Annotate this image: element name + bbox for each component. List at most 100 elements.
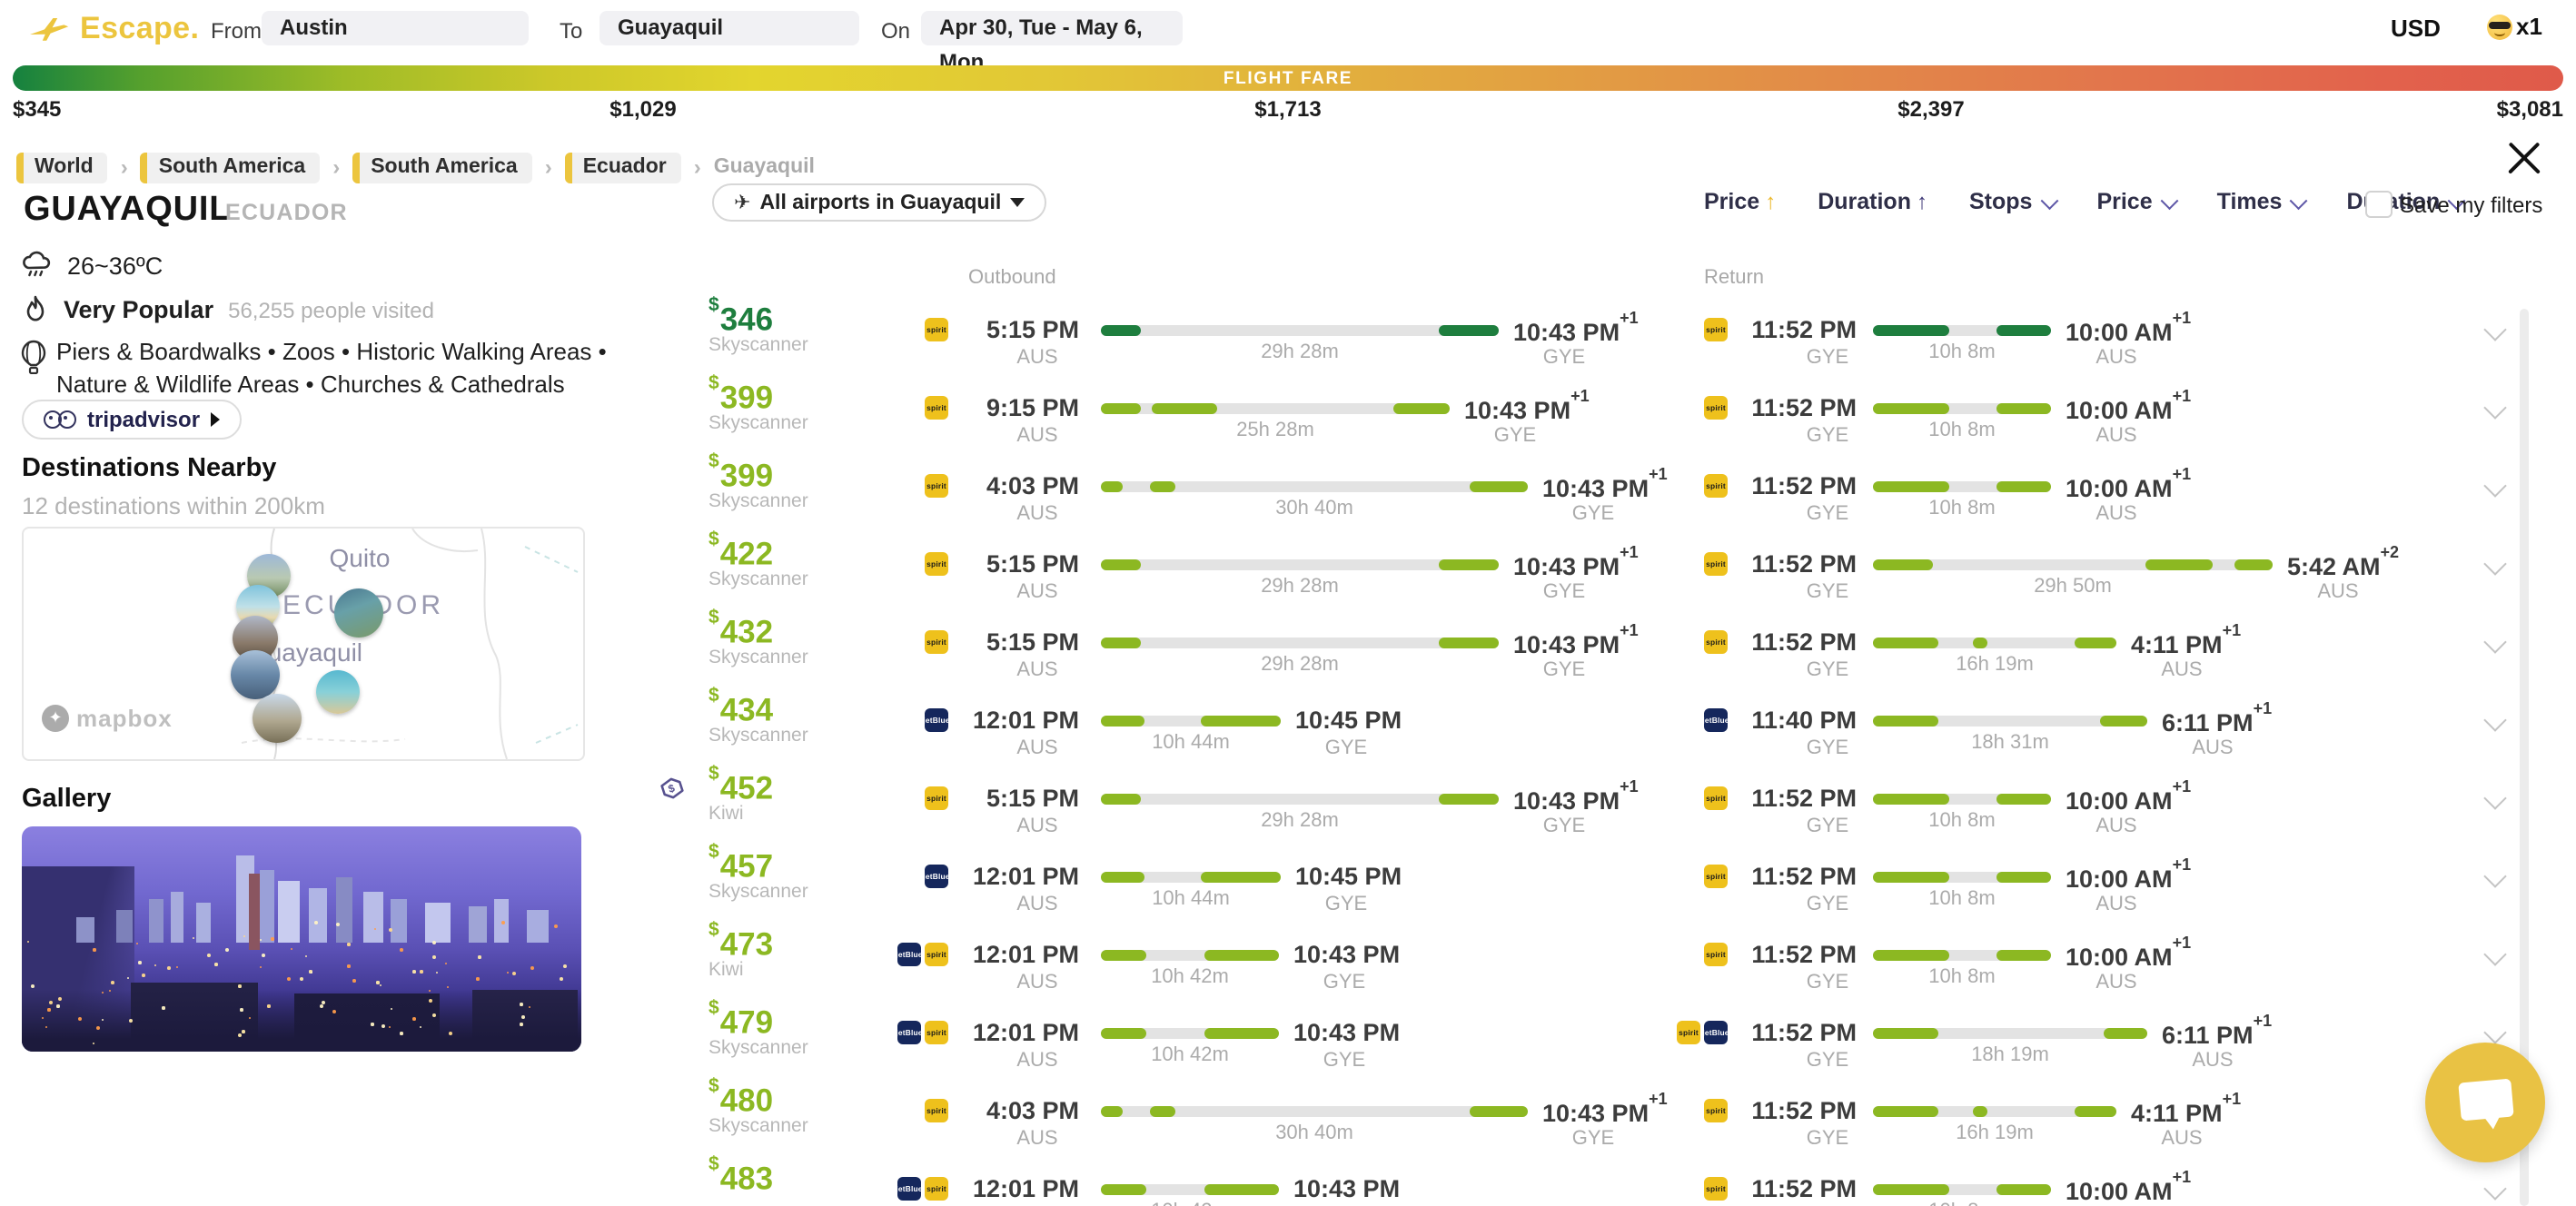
expand-chevron-icon[interactable] [2483,865,2507,888]
date-range-input[interactable]: Apr 30, Tue - May 6, Mon [921,11,1183,74]
duration-label: 10h 8m [1880,1200,2044,1206]
flight-row[interactable]: $457 Skyscanner jetBlue 12:01 PM AUS 10h 44… [0,837,2576,915]
breadcrumb-current: Guayaquil [713,156,815,178]
chevron-right-icon: › [544,154,552,180]
flight-row[interactable]: $399 Skyscanner spirit 4:03 PM AUS 30h 40m 1… [0,447,2576,525]
destination-thumbnail[interactable] [316,670,360,714]
departure-airport: GYE [1806,580,1849,602]
duration-label: 10h 8m [1928,887,1996,909]
flight-row[interactable]: $434 Skyscanner jetBlue 12:01 PM AUS 10h 44… [0,681,2576,759]
scrollbar[interactable] [2520,309,2529,1206]
flight-row[interactable]: $399 Skyscanner spirit 9:15 PM AUS 25h 28m 1… [0,369,2576,447]
sort-button-price[interactable]: Price [2096,189,2178,214]
duration-label: 10h 44m [1152,731,1230,753]
expand-chevron-icon[interactable] [2483,474,2507,498]
price: $483 [708,1153,774,1197]
duration-label: 16h 19m [1956,653,2034,675]
arrival-airport: GYE [1542,658,1586,680]
close-button[interactable] [2505,138,2543,176]
departure-time: 11:52 PM [1751,862,1857,889]
destination-thumbnail[interactable] [334,588,383,638]
tripadvisor-button[interactable]: tripadvisor [22,400,243,440]
flight-row[interactable]: $480 Skyscanner spirit 4:03 PM AUS 30h 40m 1… [0,1072,2576,1150]
flight-row[interactable]: $346 Skyscanner spirit 5:15 PM AUS 29h 28m 1… [0,291,2576,369]
gallery-photo[interactable] [22,826,581,1052]
expand-chevron-icon[interactable] [2483,708,2507,732]
arrival-time: 10:00 AM+1 [2066,464,2192,501]
breadcrumb-item[interactable]: Ecuador [564,152,681,183]
expand-chevron-icon[interactable] [2483,1177,2507,1201]
chat-bubble-icon [2458,1078,2514,1122]
airline-logo-spirit: spirit [925,1020,948,1043]
departure-time: 12:01 PM [972,862,1079,889]
deal-tag-icon: $ [659,776,685,810]
destination-thumbnail[interactable] [253,694,302,743]
expand-chevron-icon[interactable] [2483,318,2507,341]
traveler-count: x1 [2516,13,2542,40]
departure-time: 11:52 PM [1751,471,1857,499]
expand-chevron-icon[interactable] [2483,396,2507,420]
sort-button-times[interactable]: Times [2217,189,2308,214]
expand-chevron-icon[interactable] [2483,630,2507,654]
duration-label: 29h 28m [1261,809,1339,831]
booking-source: Skyscanner [708,490,808,512]
arrival-airport: GYE [1571,502,1615,524]
price: $432 [708,607,774,650]
duration-label: 30h 40m [1275,1122,1353,1143]
breadcrumb-item[interactable]: South America [140,152,321,183]
flight-row[interactable]: $432 Skyscanner spirit 5:15 PM AUS 29h 28m 1… [0,603,2576,681]
from-input[interactable]: Austin [262,11,529,45]
destination-thumbnail[interactable] [231,650,280,699]
nearby-map[interactable]: Quito ECUADOR Guayaquil ✦ mapbox [22,527,585,761]
arrival-airport: AUS [2192,1049,2234,1071]
traveler-emoji-icon [2487,14,2512,39]
duration-bar [1101,637,1499,647]
popularity-row: Very Popular 56,255 people visited [22,294,434,325]
save-filters-checkbox[interactable] [2365,191,2393,218]
arrival-time: 10:00 AM+1 [2066,1167,2192,1204]
airline-logo-spirit: spirit [1704,864,1728,887]
airline-logo-jetblue: jetBlue [897,942,921,965]
airline-logo-jetblue: jetBlue [897,1176,921,1200]
expand-chevron-icon[interactable] [2483,1021,2507,1044]
arrival-airport: GYE [1324,736,1368,758]
sort-button-duration[interactable]: Duration ↑ [1818,189,1927,214]
expand-chevron-icon[interactable] [2483,786,2507,810]
breadcrumb-item[interactable]: South America [352,152,532,183]
departure-airport: GYE [1806,346,1849,368]
duration-bar [1873,871,2051,882]
arrival-time: 10:43 PM+1 [1464,386,1590,423]
to-input[interactable]: Guayaquil [599,11,859,45]
duration-label: 10h 8m [1928,419,1996,440]
sort-button-duration[interactable]: Duration [2346,189,2465,214]
arrival-airport: GYE [1493,424,1537,446]
expand-chevron-icon[interactable] [2483,943,2507,966]
currency-selector[interactable]: USD [2391,15,2441,42]
arrival-time: 10:43 PM [1293,1174,1401,1201]
chevron-right-icon: › [120,154,128,180]
breadcrumb-item[interactable]: World [16,152,108,183]
flight-row[interactable]: $422 Skyscanner spirit 5:15 PM AUS 29h 28m 1… [0,525,2576,603]
expand-chevron-icon[interactable] [2483,552,2507,576]
airline-logo-spirit: spirit [1704,395,1728,419]
flight-row[interactable]: $452 Kiwi $ spirit 5:15 PM AUS 29h 28m 10:43 … [0,759,2576,837]
departure-airport: AUS [1016,1049,1058,1071]
mapbox-attribution[interactable]: ✦ mapbox [42,705,173,732]
airports-dropdown[interactable]: ✈ All airports in Guayaquil [712,183,1047,222]
sort-button-price[interactable]: Price ↑ [1704,189,1777,214]
app-logo[interactable]: Escape. [29,11,199,47]
airline-logo-spirit: spirit [1704,629,1728,653]
page-title-city: GUAYAQUIL [24,191,232,229]
arrival-time: 10:43 PM+1 [1542,1089,1668,1126]
gallery-title: Gallery [22,785,112,814]
departure-time: 5:15 PM [986,628,1079,655]
sort-button-stops[interactable]: Stops [1969,189,2058,214]
chat-button[interactable] [2425,1043,2545,1162]
fare-slider[interactable]: FLIGHT FARE [13,65,2563,91]
flight-row[interactable]: $479 Skyscanner jetBluespirit12:01 PMAUS… [0,993,2576,1072]
duration-label: 10h 42m [1108,1200,1272,1206]
duration-bar [1101,715,1281,726]
travelers-selector[interactable]: x1 [2487,13,2542,40]
